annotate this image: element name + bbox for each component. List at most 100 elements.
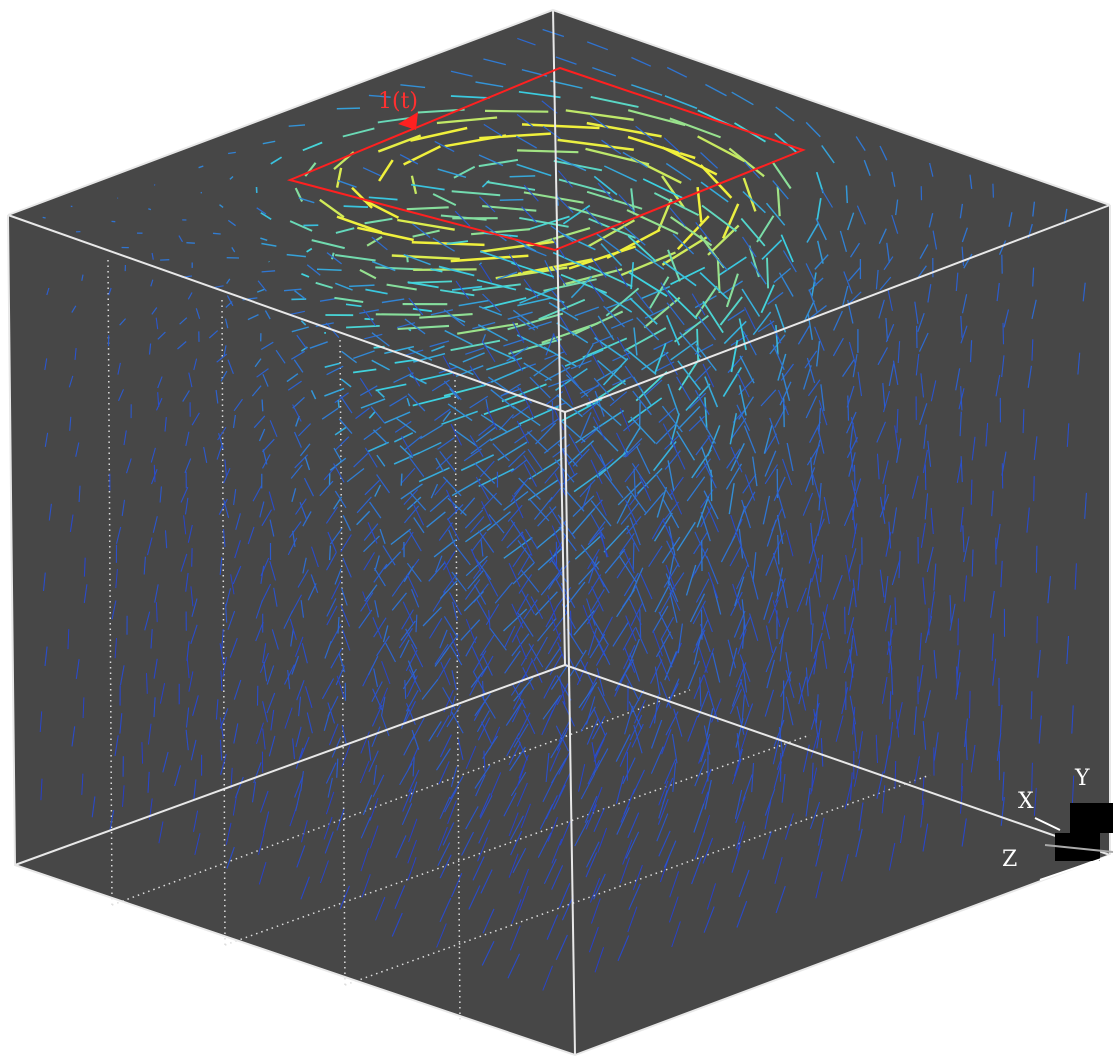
vector-arrow <box>761 239 783 261</box>
vector-arrow <box>702 363 715 388</box>
vector-arrow <box>510 350 524 372</box>
vector-arrow <box>254 358 262 368</box>
vector-arrow <box>194 833 201 856</box>
vector-arrow <box>852 579 857 608</box>
vector-arrow <box>652 441 677 472</box>
vector-arrow <box>586 598 596 626</box>
vector-arrow <box>664 758 677 785</box>
vector-arrow <box>623 788 636 815</box>
vector-arrow <box>585 852 598 878</box>
vector-arrow <box>190 586 194 607</box>
vector-arrow <box>511 899 522 924</box>
vector-arrow <box>150 279 154 287</box>
vector-arrow <box>324 362 340 368</box>
vector-arrow <box>481 695 496 719</box>
vector-arrow <box>513 723 529 748</box>
vector-arrow <box>956 666 959 695</box>
vector-arrow <box>798 682 807 711</box>
vector-arrow <box>362 198 400 219</box>
vector-arrow <box>723 320 747 345</box>
vector-arrow <box>363 523 379 541</box>
vector-arrow <box>510 830 523 856</box>
vector-arrow <box>592 715 606 740</box>
vector-arrow <box>843 271 853 294</box>
vector-arrow <box>518 477 541 500</box>
vector-arrow <box>184 458 192 474</box>
vector-arrow <box>480 240 556 253</box>
vector-arrow <box>334 436 350 451</box>
vector-arrow <box>677 623 683 654</box>
vector-arrow <box>808 538 818 564</box>
vector-arrow <box>919 244 929 260</box>
vector-arrow <box>448 362 474 376</box>
vector-arrow <box>435 555 443 573</box>
vector-arrow <box>699 271 729 300</box>
vector-arrow <box>521 206 538 224</box>
vector-arrow <box>406 562 422 583</box>
vector-arrow <box>814 254 829 270</box>
vector-arrow <box>294 775 304 798</box>
vector-arrow <box>817 509 824 537</box>
vector-arrow <box>697 135 747 163</box>
vector-arrow <box>384 411 411 424</box>
vector-arrow <box>478 154 504 167</box>
vector-arrow <box>619 857 630 884</box>
vector-arrow <box>764 689 775 717</box>
vector-arrow <box>539 803 554 830</box>
vector-arrow <box>426 511 446 528</box>
vector-arrow <box>123 430 127 446</box>
vector-arrow <box>627 638 640 669</box>
vector-arrow <box>407 660 417 680</box>
vector-arrow <box>187 524 193 543</box>
vector-arrow <box>397 218 455 231</box>
vector-arrow <box>555 934 568 961</box>
vector-arrow <box>321 407 339 420</box>
vector-arrow <box>480 721 493 744</box>
vector-arrow <box>699 164 733 199</box>
vector-arrow <box>676 376 691 401</box>
vector-arrow <box>729 413 738 445</box>
vector-arrow <box>75 659 80 679</box>
vector-arrow <box>661 146 718 176</box>
vector-arrow <box>374 484 382 497</box>
vector-arrow <box>693 634 702 665</box>
vector-arrow <box>1066 635 1070 665</box>
vector-arrow <box>187 292 193 300</box>
vector-arrow <box>356 510 371 526</box>
vector-arrow <box>364 217 393 225</box>
vector-arrow <box>656 813 669 842</box>
vector-arrow <box>917 313 925 332</box>
vector-arrow <box>42 572 46 591</box>
vector-arrow <box>341 744 351 767</box>
vector-arrow <box>517 553 532 576</box>
vector-arrow <box>406 496 422 511</box>
vector-arrow <box>268 491 276 511</box>
vector-arrow <box>661 236 708 266</box>
vector-arrow <box>507 953 520 979</box>
vector-arrow <box>805 787 811 817</box>
vector-arrow <box>679 331 702 358</box>
vector-arrow <box>589 326 604 349</box>
vector-arrow <box>1003 309 1010 328</box>
vector-arrow <box>508 338 562 355</box>
vector-arrow <box>327 702 336 724</box>
vector-arrow <box>699 623 711 652</box>
vector-arrow <box>694 389 710 415</box>
vector-arrow <box>970 744 976 773</box>
vector-arrow <box>375 383 407 392</box>
vector-arrow <box>193 358 198 371</box>
vector-arrow <box>779 381 792 406</box>
vector-arrow <box>667 584 681 611</box>
vector-arrow <box>367 522 378 544</box>
vector-arrow <box>360 848 370 872</box>
vector-arrow <box>816 197 822 220</box>
vector-arrow <box>220 370 228 382</box>
vector-arrow <box>672 762 677 792</box>
vector-arrow <box>222 656 228 678</box>
vector-arrow <box>220 670 223 692</box>
vector-arrow <box>738 385 747 416</box>
vector-arrow <box>125 458 132 474</box>
vector-arrow <box>594 390 605 417</box>
vector-arrow <box>229 637 238 658</box>
vector-arrow <box>311 239 345 250</box>
